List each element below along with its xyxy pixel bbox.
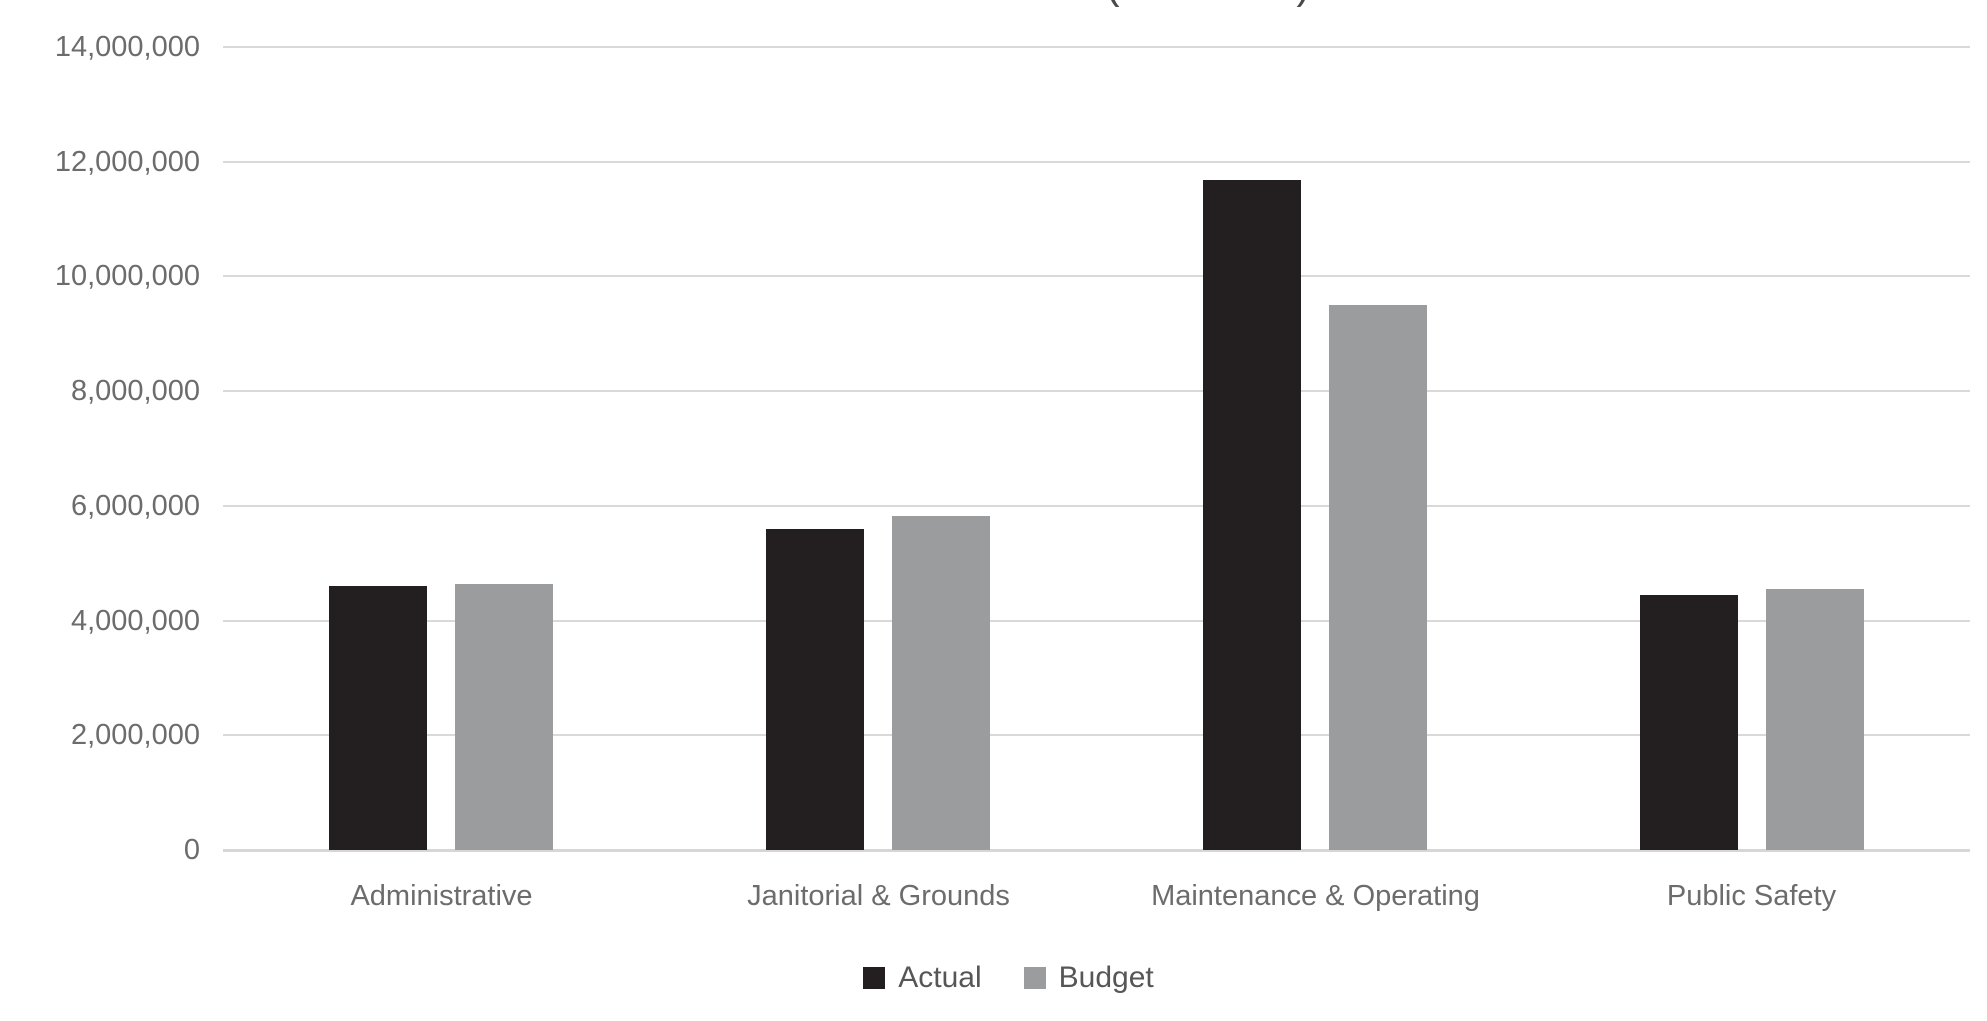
bar-actual-public-safety [1640,595,1738,850]
bar-actual-administrative [329,586,427,850]
y-tick-label-4000000: 4,000,000 [70,604,200,637]
gridline-8000000 [223,390,1970,393]
gridline-12000000 [223,160,1970,163]
gridline-6000000 [223,504,1970,507]
legend: Actual Budget [0,962,1987,994]
y-tick-label-2000000: 2,000,000 [70,719,200,752]
bar-budget-administrative [455,584,553,850]
bar-actual-janitorial-grounds [766,529,864,850]
y-tick-label-8000000: 8,000,000 [70,375,200,408]
bar-budget-maintenance-operating [1329,305,1427,850]
clipped-title-open-paren: ( [1106,0,1120,6]
actual-legend-swatch-icon [863,967,886,989]
bar-budget-janitorial-grounds [892,516,990,850]
category-label-janitorial-grounds: Janitorial & Grounds [747,880,1010,912]
legend-label-actual: Actual [898,961,982,994]
gridline-14000000 [223,46,1970,48]
budget-legend-swatch-icon [1023,967,1046,989]
legend-label-budget: Budget [1058,961,1154,994]
category-label-public-safety: Public Safety [1666,880,1837,912]
bar-actual-maintenance-operating [1203,180,1301,850]
y-tick-label-14000000: 14,000,000 [54,31,200,63]
x-axis-line [223,849,1970,852]
clipped-title-close-paren: ) [1296,0,1310,6]
gridline-4000000 [223,619,1970,622]
clipped-title-fragment: ( ) [0,0,1987,7]
legend-item-budget: Budget [1023,961,1154,994]
y-tick-label-0: 0 [183,834,200,866]
gridline-10000000 [223,275,1970,278]
category-label-maintenance-operating: Maintenance & Operating [1151,880,1480,912]
bar-budget-public-safety [1766,589,1864,850]
category-label-administrative: Administrative [350,880,533,912]
legend-item-actual: Actual [863,961,982,994]
gridline-2000000 [223,734,1970,737]
y-tick-label-10000000: 10,000,000 [54,260,200,293]
y-tick-label-12000000: 12,000,000 [54,145,200,178]
y-tick-label-6000000: 6,000,000 [70,489,200,522]
